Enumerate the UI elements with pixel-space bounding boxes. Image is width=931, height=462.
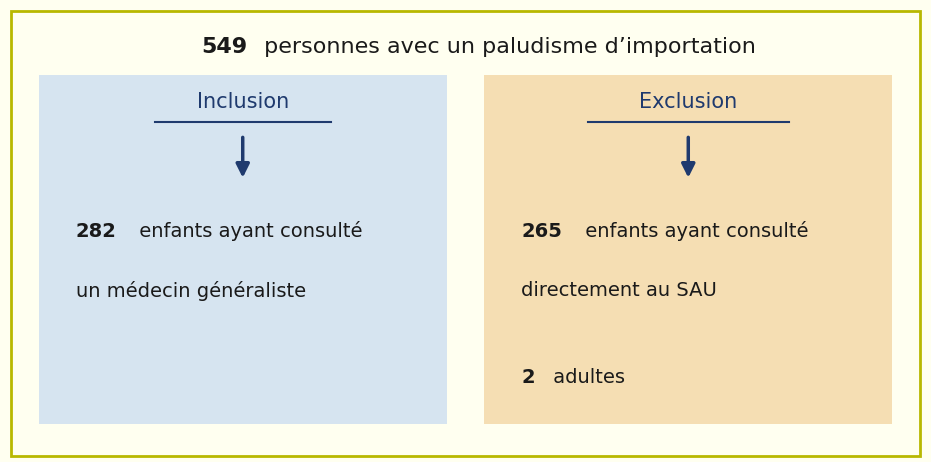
Text: enfants ayant consulté: enfants ayant consulté xyxy=(579,221,808,241)
Text: 265: 265 xyxy=(521,221,562,241)
Text: enfants ayant consulté: enfants ayant consulté xyxy=(133,221,363,241)
FancyBboxPatch shape xyxy=(484,75,893,424)
Text: 2: 2 xyxy=(521,369,534,388)
Text: Inclusion: Inclusion xyxy=(196,92,289,112)
Text: un médecin généraliste: un médecin généraliste xyxy=(75,281,305,301)
Text: directement au SAU: directement au SAU xyxy=(521,281,717,300)
Text: personnes avec un paludisme d’importation: personnes avec un paludisme d’importatio… xyxy=(257,37,756,57)
Text: 549: 549 xyxy=(201,37,248,57)
FancyBboxPatch shape xyxy=(10,11,921,456)
FancyBboxPatch shape xyxy=(38,75,447,424)
Text: adultes: adultes xyxy=(547,369,626,388)
Text: 282: 282 xyxy=(75,221,116,241)
Text: Exclusion: Exclusion xyxy=(640,92,737,112)
